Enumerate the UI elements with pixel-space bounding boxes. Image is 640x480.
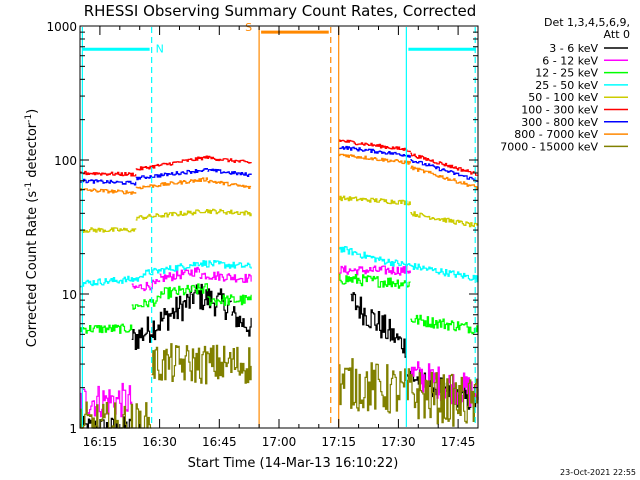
series-line-2-1 — [131, 295, 161, 310]
legend-label-5: 100 - 300 keV — [521, 104, 598, 117]
x-axis-label: Start Time (14-Mar-13 16:10:22) — [188, 456, 399, 471]
series-line-4-2 — [199, 208, 252, 217]
y-axis-label-main: Corrected Count Rate (s — [25, 191, 40, 348]
legend-label-2: 12 - 25 keV — [535, 67, 598, 80]
legend-header-detectors: Det 1,3,4,5,6,9, — [544, 16, 630, 29]
series-line-6-3 — [338, 145, 411, 158]
series-line-2-5 — [410, 314, 479, 335]
series-line-2-0 — [80, 323, 133, 334]
series-line-0-5 — [390, 328, 407, 358]
series-line-5-4 — [410, 152, 479, 176]
series-line-6-2 — [207, 168, 252, 177]
series-line-8-2 — [338, 358, 479, 427]
legend-label-6: 300 - 800 keV — [521, 116, 598, 129]
series-line-7-0 — [80, 188, 137, 195]
x-tick-label-0: 16:15 — [83, 435, 118, 449]
x-tick-label-1: 16:30 — [142, 435, 177, 449]
series-line-4-4 — [410, 211, 479, 228]
y-axis-label-sup2: -1 — [24, 114, 34, 123]
series-line-2-4 — [338, 273, 411, 289]
y-tick-label-3: 1000 — [46, 20, 77, 34]
chart-title: RHESSI Observing Summary Count Rates, Co… — [84, 2, 477, 20]
y-tick-label-1: 10 — [62, 288, 77, 302]
legend-label-1: 6 - 12 keV — [542, 54, 598, 67]
series-12-25kev — [80, 273, 479, 335]
series-line-0-1 — [131, 285, 192, 350]
y-axis-label-mid: detector — [25, 122, 40, 182]
series-line-7-1 — [135, 177, 208, 190]
marker-label-1: S — [245, 21, 252, 34]
series-line-3-3 — [338, 246, 380, 263]
series-3-6kev — [80, 283, 479, 429]
x-tick-label-6: 17:45 — [441, 435, 476, 449]
series-line-4-3 — [338, 195, 411, 206]
series-line-5-0 — [80, 170, 137, 177]
y-axis-label-sup1: -1 — [24, 182, 34, 191]
series-line-1-1 — [131, 279, 161, 292]
series-line-3-4 — [378, 256, 479, 283]
series-300-800kev — [80, 145, 479, 186]
series-line-3-1 — [139, 261, 200, 278]
series-line-1-2 — [159, 266, 200, 282]
series-line-2-3 — [207, 294, 252, 306]
series-50-100kev — [80, 195, 479, 233]
series-line-5-1 — [135, 155, 208, 171]
series-line-3-0 — [80, 275, 141, 288]
series-line-8-1 — [151, 343, 252, 385]
series-line-5-3 — [338, 139, 411, 153]
legend-label-3: 25 - 50 keV — [535, 79, 598, 92]
footer-timestamp: 23-Oct-2021 22:55 — [560, 468, 636, 477]
series-line-6-0 — [80, 178, 137, 186]
series-line-0-3 — [231, 306, 252, 337]
legend-label-8: 7000 - 15000 keV — [500, 140, 598, 153]
series-7000-15000kev — [80, 343, 479, 429]
legend-label-0: 3 - 6 keV — [549, 42, 598, 55]
y-axis-label: Corrected Count Rate (s-1 detector-1) — [24, 109, 40, 347]
series-line-6-1 — [135, 168, 208, 181]
series-line-4-0 — [80, 227, 137, 233]
series-line-4-1 — [135, 209, 200, 221]
series-line-7-4 — [410, 165, 479, 190]
series-800-7000kev — [80, 153, 479, 195]
legend-label-4: 50 - 100 keV — [528, 91, 598, 104]
series-100-300kev — [80, 139, 479, 177]
y-axis-label-end: ) — [25, 109, 40, 114]
series-line-1-3 — [199, 271, 252, 283]
series-line-0-2 — [191, 283, 232, 320]
y-tick-label-0: 1 — [69, 422, 77, 436]
series-line-1-4 — [338, 265, 411, 276]
x-tick-label-4: 17:15 — [321, 435, 356, 449]
series-line-0-0 — [80, 415, 133, 429]
series-line-3-2 — [199, 260, 252, 269]
series-line-0-4 — [350, 292, 391, 342]
series-line-6-4 — [410, 159, 479, 182]
y-tick-label-2: 100 — [54, 154, 77, 168]
marker-label-0: N — [156, 42, 164, 55]
series-line-8-0 — [80, 401, 152, 429]
plot-area: N S 1 10 100 1000 16:15 16:30 16:45 17:00 17:15 17:… — [46, 20, 479, 449]
series-line-5-2 — [207, 155, 252, 164]
x-tick-label-5: 17:30 — [381, 435, 416, 449]
x-tick-label-2: 16:45 — [202, 435, 237, 449]
series-25-50kev — [80, 246, 479, 288]
series-line-0-6 — [406, 369, 479, 410]
legend-label-7: 800 - 7000 keV — [514, 128, 598, 141]
x-tick-label-3: 17:00 — [262, 435, 297, 449]
legend-header-attenuator: Att 0 — [604, 28, 630, 41]
series-line-7-3 — [338, 153, 411, 165]
series-line-7-2 — [207, 179, 252, 189]
series-line-2-2 — [159, 283, 208, 300]
